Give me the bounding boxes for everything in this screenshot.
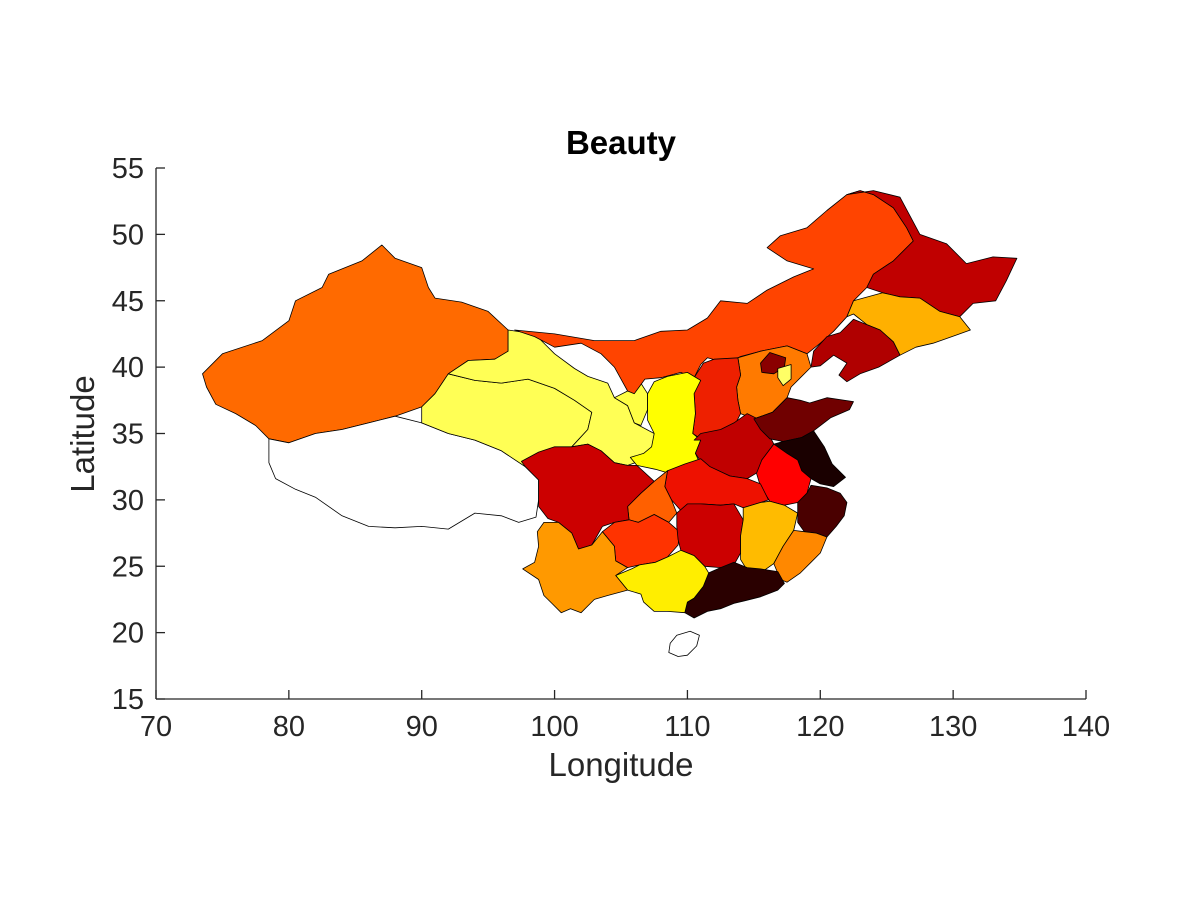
- y-tick-label: 40: [112, 352, 144, 384]
- y-tick-label: 45: [112, 286, 144, 318]
- x-tick-label: 90: [406, 711, 438, 743]
- y-axis-label: Latitude: [64, 375, 101, 492]
- region-sichuan: [521, 443, 655, 550]
- region-yunnan: [522, 522, 628, 614]
- region-fujian: [773, 530, 828, 583]
- region-guangxi: [615, 549, 710, 614]
- y-tick-label: 20: [112, 618, 144, 650]
- region-hainan: [668, 630, 700, 657]
- region-tibet: [268, 415, 539, 530]
- region-shandong: [753, 397, 854, 442]
- region-liaoning: [810, 318, 901, 383]
- chart-title: Beauty: [566, 124, 677, 161]
- y-ticks: 15 20 25 30 35 40 45 50 55: [112, 153, 165, 716]
- region-tianjin: [777, 364, 792, 387]
- x-tick-label: 130: [929, 711, 977, 743]
- x-ticks: 70 80 90 100 110 120 130 140: [140, 690, 1110, 743]
- x-tick-label: 120: [796, 711, 844, 743]
- x-tick-label: 100: [530, 711, 578, 743]
- x-tick-label: 80: [273, 711, 305, 743]
- region-jilin: [846, 292, 971, 356]
- y-tick-label: 30: [112, 485, 144, 517]
- x-tick-label: 140: [1062, 711, 1110, 743]
- y-tick-label: 35: [112, 419, 144, 451]
- x-tick-label: 110: [664, 711, 710, 743]
- y-tick-label: 55: [112, 153, 144, 185]
- y-tick-label: 25: [112, 551, 144, 583]
- x-tick-label: 70: [140, 711, 172, 743]
- y-tick-label: 15: [112, 684, 144, 716]
- x-axis-label: Longitude: [549, 746, 694, 783]
- regions-layer: [202, 190, 1018, 657]
- region-hunan: [676, 503, 744, 568]
- y-tick-label: 50: [112, 219, 144, 251]
